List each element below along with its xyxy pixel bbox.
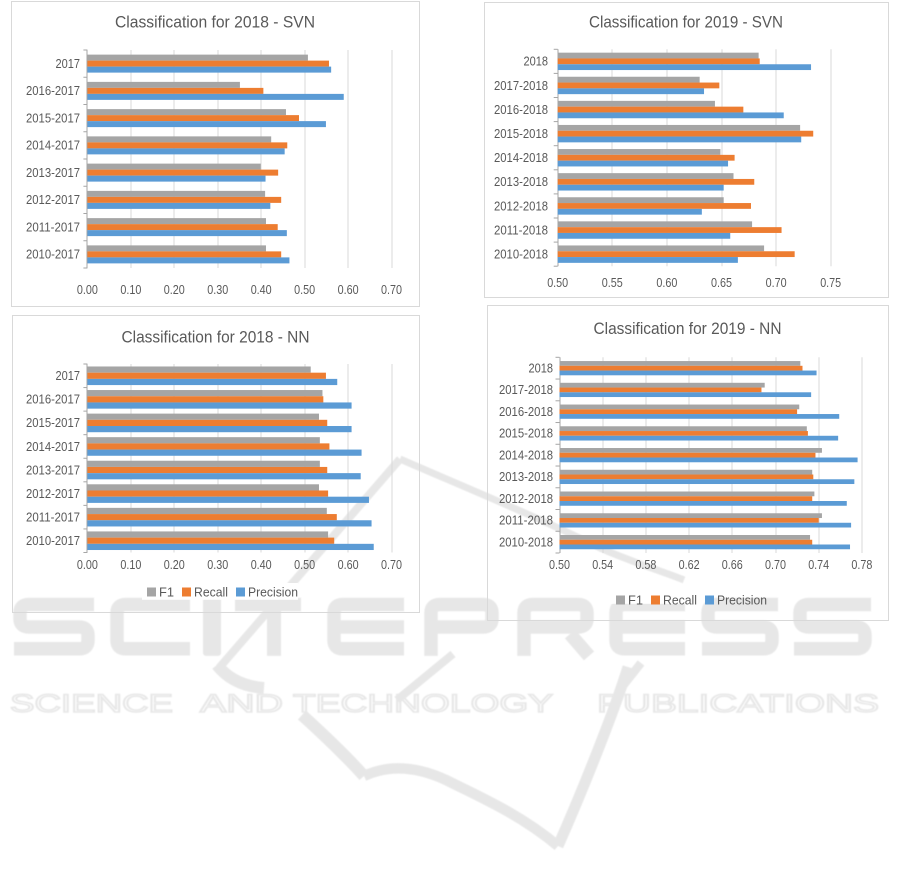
svg-text:2010-2018: 2010-2018 — [499, 535, 553, 549]
svg-text:F1: F1 — [159, 585, 174, 599]
svg-text:0.70: 0.70 — [381, 283, 402, 297]
svg-text:0.20: 0.20 — [164, 283, 185, 297]
svg-text:0.20: 0.20 — [164, 558, 185, 572]
svg-text:2017-2018: 2017-2018 — [494, 79, 548, 93]
svg-text:0.75: 0.75 — [820, 276, 841, 290]
svg-text:Precision: Precision — [717, 593, 767, 607]
svg-text:2016-2017: 2016-2017 — [26, 393, 80, 407]
svg-text:Classification for 2019 - NN: Classification for 2019 - NN — [594, 319, 782, 338]
svg-text:0.58: 0.58 — [635, 558, 656, 572]
svg-text:2015-2017: 2015-2017 — [26, 416, 80, 430]
svg-text:0.50: 0.50 — [294, 558, 315, 572]
svg-text:F1: F1 — [628, 593, 643, 607]
svg-text:0.54: 0.54 — [592, 558, 613, 572]
svg-text:2013-2018: 2013-2018 — [499, 470, 553, 484]
svg-text:0.62: 0.62 — [679, 558, 700, 572]
svg-text:SCIENCE: SCIENCE — [10, 690, 173, 718]
svg-text:2015-2018: 2015-2018 — [494, 127, 548, 141]
svg-text:0.50: 0.50 — [547, 276, 568, 290]
svg-text:2014-2018: 2014-2018 — [494, 151, 548, 165]
svg-text:0.30: 0.30 — [207, 558, 228, 572]
svg-text:2017-2018: 2017-2018 — [499, 383, 553, 397]
svg-text:2012-2017: 2012-2017 — [26, 487, 80, 501]
svg-text:0.65: 0.65 — [711, 276, 732, 290]
svg-text:2014-2017: 2014-2017 — [26, 440, 80, 454]
svg-text:0.50: 0.50 — [549, 558, 570, 572]
svg-text:0.70: 0.70 — [765, 558, 786, 572]
svg-text:PUBLICATIONS: PUBLICATIONS — [597, 690, 879, 718]
svg-text:2014-2017: 2014-2017 — [26, 139, 80, 153]
svg-text:2015-2018: 2015-2018 — [499, 427, 553, 441]
svg-text:0.00: 0.00 — [77, 558, 98, 572]
svg-text:2013-2018: 2013-2018 — [494, 175, 548, 189]
svg-text:TECHNOLOGY: TECHNOLOGY — [293, 690, 553, 718]
svg-text:2011-2018: 2011-2018 — [494, 223, 548, 237]
svg-text:2013-2017: 2013-2017 — [26, 463, 80, 477]
svg-text:2017: 2017 — [56, 369, 81, 383]
svg-text:2018: 2018 — [529, 361, 554, 375]
svg-text:0.50: 0.50 — [294, 283, 315, 297]
svg-text:2012-2017: 2012-2017 — [26, 193, 80, 207]
svg-text:2016-2018: 2016-2018 — [499, 405, 553, 419]
svg-text:2012-2018: 2012-2018 — [499, 492, 553, 506]
svg-text:Classification for 2018 - SVN: Classification for 2018 - SVN — [115, 13, 315, 32]
svg-text:2018: 2018 — [524, 55, 549, 69]
svg-text:Classification for 2018 - NN: Classification for 2018 - NN — [122, 328, 310, 347]
svg-text:0.10: 0.10 — [120, 558, 141, 572]
svg-text:Classification for 2019 - SVN: Classification for 2019 - SVN — [589, 13, 783, 32]
svg-text:0.40: 0.40 — [251, 283, 272, 297]
svg-text:0.10: 0.10 — [120, 283, 141, 297]
svg-text:0.70: 0.70 — [381, 558, 402, 572]
svg-text:2014-2018: 2014-2018 — [499, 448, 553, 462]
svg-text:2015-2017: 2015-2017 — [26, 111, 80, 125]
svg-text:Precision: Precision — [248, 585, 298, 599]
svg-text:0.74: 0.74 — [808, 558, 829, 572]
svg-text:0.60: 0.60 — [656, 276, 677, 290]
svg-text:Recall: Recall — [194, 585, 228, 599]
svg-text:AND: AND — [200, 690, 283, 718]
svg-text:2011-2018: 2011-2018 — [499, 514, 553, 528]
svg-text:0.78: 0.78 — [851, 558, 872, 572]
svg-text:2010-2017: 2010-2017 — [26, 248, 80, 262]
svg-text:0.40: 0.40 — [251, 558, 272, 572]
svg-text:Recall: Recall — [663, 593, 697, 607]
svg-text:2017: 2017 — [56, 57, 81, 71]
svg-text:0.00: 0.00 — [77, 283, 98, 297]
svg-text:0.66: 0.66 — [722, 558, 743, 572]
svg-text:0.70: 0.70 — [766, 276, 787, 290]
svg-text:2011-2017: 2011-2017 — [26, 220, 80, 234]
svg-text:2013-2017: 2013-2017 — [26, 166, 80, 180]
svg-text:2016-2018: 2016-2018 — [494, 103, 548, 117]
svg-text:0.60: 0.60 — [338, 558, 359, 572]
svg-text:0.60: 0.60 — [338, 283, 359, 297]
svg-text:0.30: 0.30 — [207, 283, 228, 297]
svg-text:2011-2017: 2011-2017 — [26, 510, 80, 524]
svg-text:2010-2017: 2010-2017 — [26, 534, 80, 548]
svg-text:2012-2018: 2012-2018 — [494, 199, 548, 213]
svg-text:0.55: 0.55 — [602, 276, 623, 290]
svg-text:2016-2017: 2016-2017 — [26, 84, 80, 98]
svg-text:2010-2018: 2010-2018 — [494, 247, 548, 261]
